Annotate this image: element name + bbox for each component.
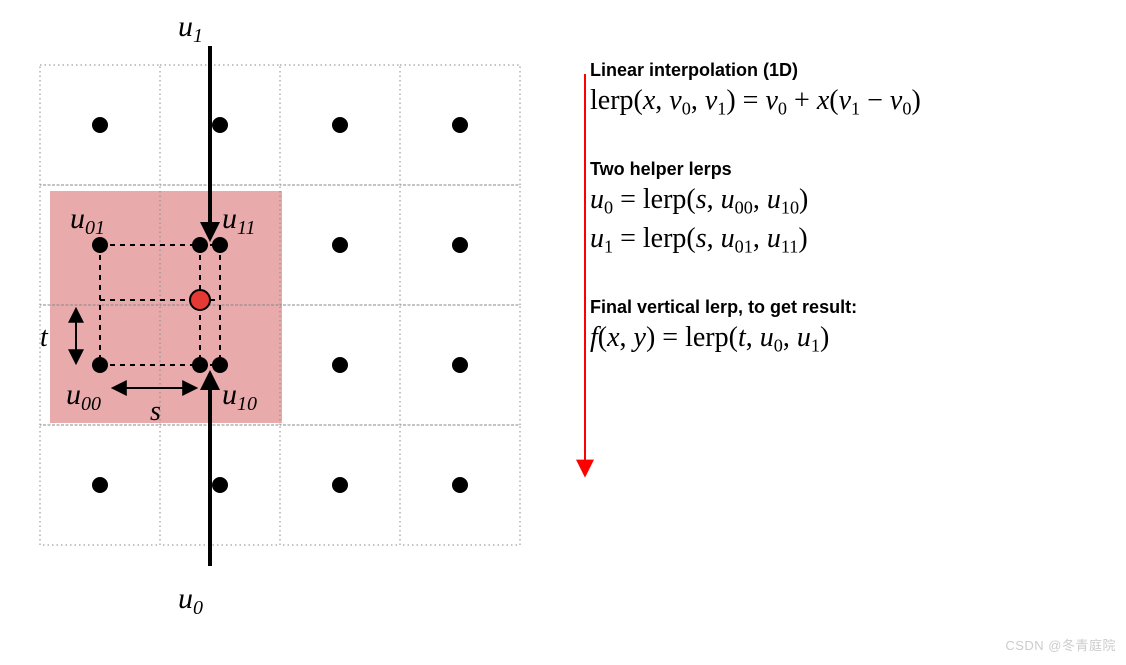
svg-text:u1: u1 [178,10,203,47]
svg-text:s: s [150,396,161,427]
formula-lerp: lerp(x, v0, v1) = v0 + x(v1 − v0) [590,85,1106,119]
grid-svg: u1 u0 u01 u11 u00 u10 s t [0,0,560,660]
grid-panel: u1 u0 u01 u11 u00 u10 s t [0,0,560,660]
svg-text:u0: u0 [178,582,203,619]
formula-final: f(x, y) = lerp(t, u0, u1) [590,322,1106,356]
formula-u1: u1 = lerp(s, u01, u11) [590,223,1106,257]
watermark: CSDN @冬青庭院 [1005,635,1116,654]
heading-1d: Linear interpolation (1D) [590,60,1106,81]
grid-cells [40,65,520,545]
sample-point [190,290,210,310]
svg-text:t: t [40,322,49,353]
text-panel: Linear interpolation (1D) lerp(x, v0, v1… [560,0,1126,660]
heading-helper: Two helper lerps [590,159,1106,180]
formula-u0: u0 = lerp(s, u00, u10) [590,184,1106,218]
heading-final: Final vertical lerp, to get result: [590,297,1106,318]
figure-container: u1 u0 u01 u11 u00 u10 s t Linear interpo… [0,0,1126,660]
